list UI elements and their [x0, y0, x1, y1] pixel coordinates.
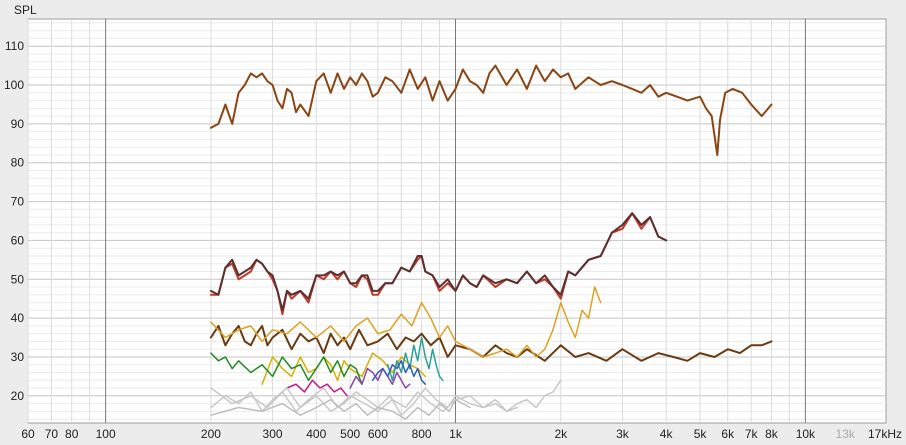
y-tick-label: 90	[11, 117, 25, 131]
x-tick-label: 800	[412, 427, 432, 441]
x-tick-label: 10k	[796, 427, 816, 441]
x-tick-label: 13k	[836, 427, 856, 441]
series-line-distortion-f	[371, 360, 427, 385]
x-tick-label: 600	[368, 427, 388, 441]
plot-background	[27, 18, 887, 424]
y-tick-label: 60	[11, 233, 25, 247]
x-tick-label: 2k	[554, 427, 568, 441]
x-tick-label: 500	[340, 427, 360, 441]
y-tick-label: 110	[5, 39, 24, 53]
x-tick-label: 6k	[721, 427, 735, 441]
x-tick-label: 17kHz	[868, 427, 902, 441]
x-tick-label: 400	[306, 427, 326, 441]
series-line-residual-3	[210, 398, 471, 420]
y-tick-label: 70	[11, 195, 25, 209]
x-tick-label: 70	[45, 427, 59, 441]
x-tick-label: 8k	[765, 427, 779, 441]
y-tick-labels: 20 30 40 50 60 70 80 90 100 110	[4, 39, 24, 403]
series-line-residual-1	[210, 379, 562, 416]
y-tick-label: 100	[4, 78, 24, 92]
series-line-3rd-harmonic	[209, 212, 668, 312]
x-tick-label: 100	[96, 427, 116, 441]
series-line-fundamental	[209, 64, 773, 156]
series-line-noise-floor	[209, 324, 773, 362]
x-tick-label: 3k	[616, 427, 630, 441]
series-line-distortion-a	[210, 286, 602, 358]
grid-lines	[27, 19, 886, 423]
x-tick-label: 300	[263, 427, 283, 441]
y-tick-label: 40	[11, 311, 25, 325]
x-tick-label: 5k	[694, 427, 708, 441]
x-tick-label: 1k	[449, 427, 463, 441]
y-axis-title: SPL	[14, 3, 37, 17]
x-tick-label: 7k	[745, 427, 759, 441]
y-tick-label: 80	[11, 156, 25, 170]
series-line-residual-2	[210, 387, 518, 413]
x-tick-label: 80	[65, 427, 79, 441]
x-tick-label: 60	[21, 427, 35, 441]
y-tick-label: 30	[11, 350, 25, 364]
y-tick-label: 20	[11, 389, 25, 403]
y-tick-label: 50	[11, 272, 25, 286]
series-line-distortion-c	[210, 352, 363, 385]
series-line-distortion-g	[286, 379, 348, 397]
series-layer	[209, 64, 773, 420]
x-tick-labels: 60 70 80 100 200 300 400 500 600 800 1k 2k 3k 4k 5k 6k 7…	[21, 427, 902, 441]
x-tick-label: 4k	[660, 427, 674, 441]
x-tick-label: 200	[201, 427, 221, 441]
